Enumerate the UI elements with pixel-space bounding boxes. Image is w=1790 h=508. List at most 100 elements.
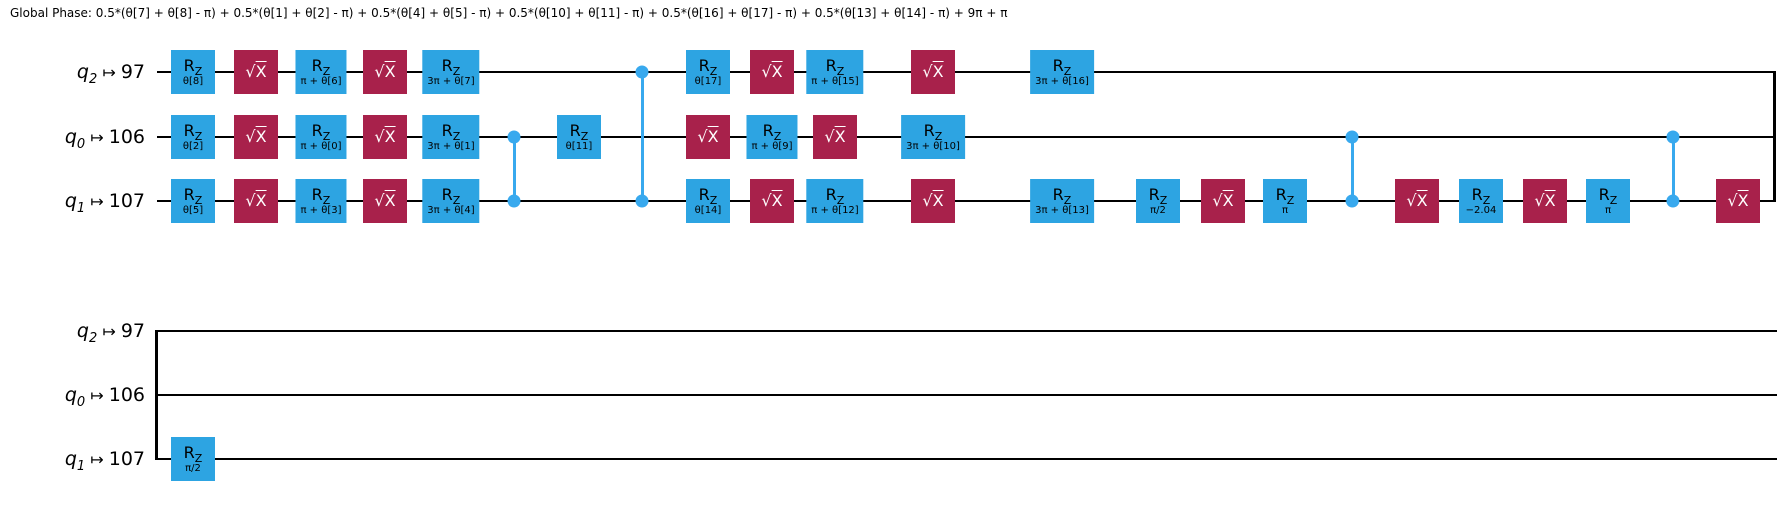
- mapsto-symbol: ↦: [85, 386, 109, 405]
- gate-label: √X: [374, 127, 396, 146]
- rz-gate: RZ π/2: [1136, 179, 1180, 223]
- qubit-wire-q0: [156, 394, 1777, 396]
- physical-qubit-number: 107: [108, 448, 145, 470]
- qubit-wire-q1: [157, 200, 1775, 202]
- physical-qubit-number: 97: [120, 320, 145, 342]
- sx-gate: √X: [363, 179, 407, 223]
- sx-gate: √X: [1716, 179, 1760, 223]
- sx-gate: √X: [1523, 179, 1567, 223]
- rz-gate: RZ π + θ[15]: [806, 50, 864, 94]
- gate-label: RZ: [311, 184, 331, 207]
- gate-label-subscript: Z: [322, 129, 331, 143]
- cz-control-dot: [635, 194, 649, 208]
- qubit-index: 0: [76, 394, 86, 410]
- gate-label-subscript: Z: [836, 64, 845, 78]
- rz-gate: RZ θ[5]: [171, 179, 215, 223]
- qubit-index: 1: [76, 200, 86, 216]
- sx-gate: √X: [363, 50, 407, 94]
- gate-label: RZ: [569, 120, 589, 143]
- gate-label-subscript: Z: [709, 193, 718, 207]
- gate-label-subscript: Z: [934, 129, 943, 143]
- sqrt-x-symbol: X: [1544, 191, 1556, 210]
- sx-gate: √X: [1395, 179, 1439, 223]
- gate-param: θ[11]: [565, 140, 593, 152]
- gate-label: √X: [697, 127, 719, 146]
- gate-label: √X: [1534, 191, 1556, 210]
- rz-gate: RZ π + θ[6]: [295, 50, 347, 94]
- gate-param: π/2: [1150, 204, 1166, 216]
- gate-param: θ[8]: [182, 75, 204, 87]
- gate-label: RZ: [1052, 184, 1072, 207]
- gate-label: RZ: [441, 120, 461, 143]
- gate-label: √X: [922, 191, 944, 210]
- gate-param: 3π + θ[4]: [427, 204, 475, 216]
- sx-gate: √X: [234, 115, 278, 159]
- gate-label: RZ: [698, 184, 718, 207]
- cz-connector-line: [640, 72, 644, 201]
- rz-gate: RZ 3π + θ[16]: [1030, 50, 1094, 94]
- cz-control-dot: [507, 130, 521, 144]
- mapsto-symbol: ↦: [97, 322, 121, 341]
- gate-label: RZ: [923, 120, 943, 143]
- gate-label-subscript: Z: [773, 129, 782, 143]
- rz-gate: RZ π: [1586, 179, 1630, 223]
- gate-param: π: [1604, 204, 1612, 216]
- gate-label-subscript: Z: [452, 129, 461, 143]
- gate-label: RZ: [1052, 55, 1072, 78]
- gate-param: 3π + θ[13]: [1035, 204, 1089, 216]
- sqrt-x-symbol: X: [932, 62, 944, 81]
- gate-param: θ[17]: [694, 75, 722, 87]
- gate-param: π + θ[12]: [811, 204, 859, 216]
- sqrt-x-symbol: X: [834, 127, 846, 146]
- gate-label-subscript: Z: [580, 129, 589, 143]
- gate-label: RZ: [441, 55, 461, 78]
- gate-label-subscript: Z: [1063, 193, 1072, 207]
- qubit-wire-q0: [157, 136, 1775, 138]
- qubit-name: q1: [64, 190, 86, 216]
- cz-control-dot: [1345, 194, 1359, 208]
- rz-gate: RZ π + θ[12]: [806, 179, 864, 223]
- gate-param: 3π + θ[1]: [427, 140, 475, 152]
- wire-label-q1: q1 ↦ 107: [0, 446, 145, 473]
- rz-gate: RZ θ[11]: [557, 115, 601, 159]
- rz-gate: RZ θ[8]: [171, 50, 215, 94]
- mapsto-symbol: ↦: [85, 128, 109, 147]
- gate-label: √X: [824, 127, 846, 146]
- rz-gate: RZ 3π + θ[13]: [1030, 179, 1094, 223]
- sqrt-x-symbol: X: [255, 191, 267, 210]
- gate-label-subscript: Z: [709, 64, 718, 78]
- gate-label-subscript: Z: [322, 64, 331, 78]
- gate-label: RZ: [825, 55, 845, 78]
- gate-param: π + θ[6]: [300, 75, 342, 87]
- physical-qubit-number: 107: [108, 190, 145, 212]
- sx-gate: √X: [813, 115, 857, 159]
- gate-label-subscript: Z: [194, 193, 203, 207]
- rz-gate: RZ 3π + θ[10]: [901, 115, 965, 159]
- gate-label: RZ: [183, 120, 203, 143]
- gate-label-subscript: Z: [194, 451, 203, 465]
- cz-control-dot: [1345, 130, 1359, 144]
- rz-gate: RZ 3π + θ[7]: [422, 50, 480, 94]
- gate-label: √X: [761, 62, 783, 81]
- rz-gate: RZ θ[2]: [171, 115, 215, 159]
- gate-label: RZ: [1275, 184, 1295, 207]
- wire-label-q2: q2 ↦ 97: [0, 59, 145, 86]
- gate-label: √X: [374, 62, 396, 81]
- gate-param: π + θ[9]: [751, 140, 793, 152]
- cz-connector-line: [512, 137, 516, 201]
- sx-gate: √X: [686, 115, 730, 159]
- gate-label-subscript: Z: [194, 64, 203, 78]
- rz-gate: RZ π/2: [171, 437, 215, 481]
- gate-label: RZ: [698, 55, 718, 78]
- gate-label-subscript: Z: [452, 64, 461, 78]
- mapsto-symbol: ↦: [85, 450, 109, 469]
- gate-label: √X: [245, 191, 267, 210]
- sqrt-x-symbol: X: [1222, 191, 1234, 210]
- qubit-wire-q2: [157, 71, 1775, 73]
- gate-label: RZ: [825, 184, 845, 207]
- physical-qubit-number: 97: [120, 61, 145, 83]
- gate-label: RZ: [183, 55, 203, 78]
- gate-param: π/2: [185, 462, 201, 474]
